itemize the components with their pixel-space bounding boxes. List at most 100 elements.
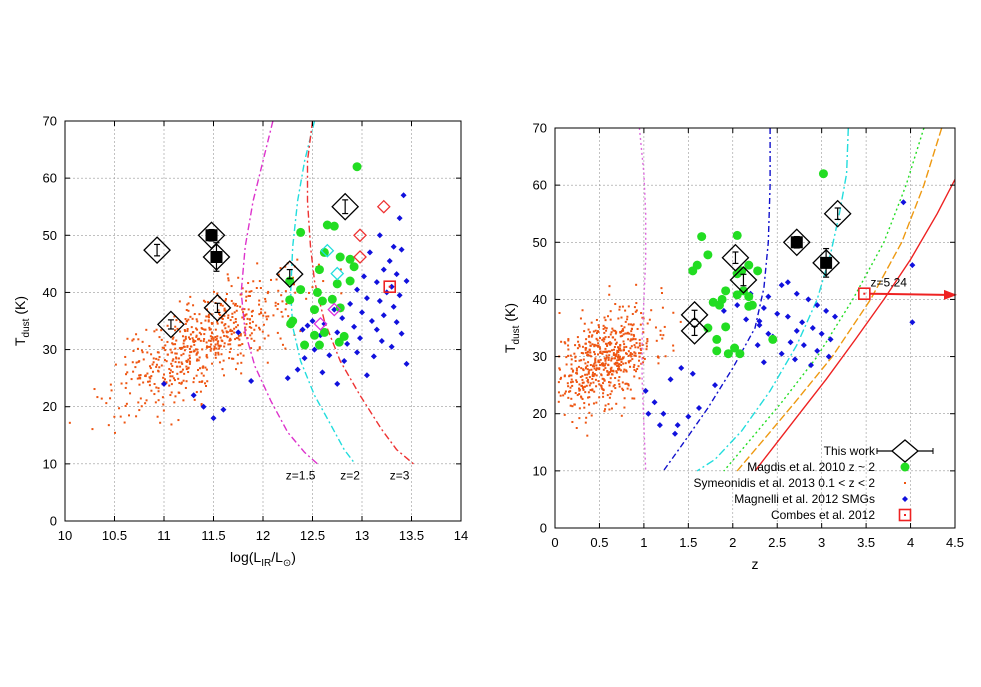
- symeonidis-point: [587, 391, 590, 394]
- symeonidis-point: [601, 364, 604, 367]
- symeonidis-point: [237, 276, 240, 279]
- symeonidis-point: [584, 385, 587, 388]
- x-label-main: z: [752, 556, 759, 572]
- symeonidis-point: [595, 385, 598, 388]
- symeonidis-point: [219, 304, 222, 307]
- magnelli-point: [357, 335, 364, 342]
- symeonidis-point: [284, 308, 287, 311]
- symeonidis-point: [615, 370, 618, 373]
- open-diamond-point: [353, 250, 367, 264]
- symeonidis-point: [196, 351, 199, 354]
- symeonidis-point: [565, 356, 568, 359]
- symeonidis-point: [93, 388, 96, 391]
- symeonidis-point: [587, 371, 590, 374]
- symeonidis-point: [245, 295, 248, 298]
- symeonidis-point: [594, 378, 597, 381]
- symeonidis-point: [571, 420, 574, 423]
- symeonidis-point: [174, 352, 177, 355]
- symeonidis-point: [588, 376, 591, 379]
- model-curve-green: [723, 128, 925, 472]
- magnelli-point: [390, 243, 397, 250]
- symeonidis-point: [632, 366, 635, 369]
- legend-magdis-marker: [900, 462, 910, 472]
- model-curve-magenta: [638, 128, 647, 471]
- symeonidis-point: [132, 349, 135, 352]
- magnelli-point: [319, 369, 326, 376]
- symeonidis-point: [616, 364, 619, 367]
- symeonidis-point: [145, 328, 148, 331]
- symeonidis-point: [593, 373, 596, 376]
- symeonidis-point: [212, 339, 215, 342]
- symeonidis-point: [208, 328, 211, 331]
- magnelli-point: [284, 375, 291, 382]
- symeonidis-point: [241, 343, 244, 346]
- symeonidis-point: [613, 345, 616, 348]
- symeonidis-point: [581, 378, 584, 381]
- symeonidis-point: [149, 367, 152, 370]
- symeonidis-point: [204, 319, 207, 322]
- symeonidis-point: [645, 342, 648, 345]
- symeonidis-point: [637, 346, 640, 349]
- symeonidis-point: [200, 372, 203, 375]
- symeonidis-point: [601, 377, 604, 380]
- symeonidis-point: [609, 381, 612, 384]
- symeonidis-point: [589, 389, 592, 392]
- symeonidis-point: [169, 394, 172, 397]
- symeonidis-point: [634, 352, 637, 355]
- symeonidis-point: [277, 289, 280, 292]
- combes-point-dot: [863, 292, 866, 295]
- symeonidis-point: [265, 315, 268, 318]
- symeonidis-point: [585, 347, 588, 350]
- symeonidis-point: [146, 372, 149, 375]
- symeonidis-point: [606, 315, 609, 318]
- symeonidis-point: [189, 315, 192, 318]
- symeonidis-point: [234, 368, 237, 371]
- symeonidis-point: [161, 396, 164, 399]
- symeonidis-point: [613, 384, 616, 387]
- symeonidis-point: [229, 330, 232, 333]
- model-curve-z1.5: [240, 121, 318, 465]
- symeonidis-point: [232, 321, 235, 324]
- symeonidis-point: [183, 372, 186, 375]
- symeonidis-point: [250, 332, 253, 335]
- symeonidis-point: [620, 316, 623, 319]
- symeonidis-point: [580, 395, 583, 398]
- magnelli-point: [386, 258, 393, 264]
- symeonidis-point: [623, 397, 626, 400]
- symeonidis-point: [174, 343, 177, 346]
- symeonidis-point: [574, 360, 577, 363]
- y-tick-label: 0: [540, 521, 547, 536]
- symeonidis-point: [586, 364, 589, 367]
- symeonidis-point: [182, 399, 185, 402]
- symeonidis-point: [120, 382, 123, 385]
- symeonidis-point: [207, 339, 210, 342]
- symeonidis-point: [607, 371, 610, 374]
- symeonidis-point: [615, 331, 618, 334]
- symeonidis-point: [201, 348, 204, 351]
- symeonidis-point: [635, 342, 638, 345]
- symeonidis-point: [157, 390, 160, 393]
- symeonidis-point: [141, 351, 144, 354]
- symeonidis-point: [193, 398, 196, 401]
- symeonidis-point: [221, 304, 224, 307]
- symeonidis-point: [588, 369, 591, 372]
- symeonidis-point: [622, 362, 625, 365]
- symeonidis-point: [276, 308, 279, 311]
- symeonidis-point: [607, 363, 610, 366]
- symeonidis-point: [627, 360, 630, 363]
- symeonidis-point: [591, 334, 594, 337]
- symeonidis-point: [198, 356, 201, 359]
- symeonidis-point: [339, 268, 342, 271]
- symeonidis-point: [155, 365, 158, 368]
- symeonidis-point: [607, 336, 610, 339]
- symeonidis-point: [604, 342, 607, 345]
- symeonidis-point: [195, 374, 198, 377]
- symeonidis-point: [570, 381, 573, 384]
- open-diamond-point: [330, 266, 345, 281]
- symeonidis-point: [616, 362, 619, 365]
- symeonidis-point: [179, 330, 182, 333]
- symeonidis-point: [228, 351, 231, 354]
- symeonidis-point: [181, 368, 184, 371]
- symeonidis-point: [597, 326, 600, 329]
- symeonidis-point: [604, 358, 607, 361]
